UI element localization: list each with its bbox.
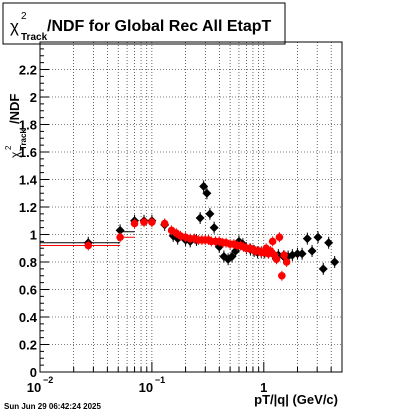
grid-lines: [39, 41, 343, 373]
data-point: [330, 257, 340, 267]
y-tick-label: 1: [30, 228, 37, 243]
x-tick-label: 1: [260, 380, 267, 395]
data-point: [307, 246, 317, 256]
x-tick-label-exponent: −1: [155, 375, 165, 385]
series-black: [83, 180, 340, 275]
data-point: [199, 181, 209, 191]
x-tick-label-base: 1: [260, 380, 267, 395]
data-point: [195, 213, 205, 223]
data-point: [278, 271, 286, 280]
data-point: [130, 219, 139, 228]
x-tick-label: 10 −2: [27, 375, 54, 395]
data-point: [116, 233, 124, 242]
y-tick-label: 1.2: [19, 200, 37, 215]
data-point: [272, 255, 281, 264]
data-point: [275, 233, 284, 242]
data-point: [318, 264, 328, 274]
data-point: [115, 225, 125, 235]
data-point: [280, 251, 288, 259]
y-tick-label: 2: [30, 90, 37, 105]
y-tick-label: 2.2: [19, 63, 37, 78]
y-label-subscript: Track: [19, 129, 28, 150]
y-tick-label: 0.4: [19, 310, 38, 325]
data-point: [227, 252, 237, 261]
title-superscript: 2: [21, 11, 27, 22]
data-point: [209, 223, 219, 233]
y-tick-label: 0.6: [19, 283, 37, 298]
x-axis-label: pT/|q| (GeV/c): [254, 392, 338, 407]
y-tick-label: 1.4: [19, 173, 38, 188]
data-point: [205, 209, 215, 219]
data-point: [302, 234, 312, 244]
x-tick-label-base: 10: [27, 380, 41, 395]
data-point: [148, 218, 156, 226]
x-tick-label: 10 −1: [139, 375, 166, 395]
series-red: [84, 217, 291, 281]
y-tick-label: 1.6: [19, 145, 37, 160]
y-tick-label: 0: [30, 365, 37, 380]
data-point: [202, 188, 212, 198]
y-tick-label: 0.8: [19, 255, 37, 270]
data-point: [268, 237, 277, 246]
y-label-text: /NDF: [7, 94, 22, 124]
data-point: [84, 241, 93, 250]
footer-timestamp: Sun Jun 29 06:42:24 2025: [4, 402, 101, 411]
title-subscript: Track: [21, 32, 48, 43]
title-chi: χ: [10, 17, 19, 36]
data-point: [140, 218, 148, 226]
data-point: [297, 249, 307, 259]
data-point: [282, 258, 291, 266]
y-label-chi: χ: [8, 151, 22, 158]
x-tick-label-exponent: −2: [43, 375, 53, 385]
y-label-superscript: 2: [4, 145, 13, 150]
data-point: [292, 249, 302, 259]
y-axis: 0 0.2 0.4 0.6 0.8 1 1.2 1.4 1.6 1.8 2 2.2: [19, 41, 49, 380]
title-text: /NDF for Global Rec All EtapT: [47, 18, 272, 35]
x-tick-label-base: 10: [139, 380, 153, 395]
data-point: [160, 219, 169, 228]
x-axis: 10 −2 10 −1 1: [27, 362, 343, 395]
data-point: [313, 232, 323, 242]
y-tick-label: 0.2: [19, 338, 37, 353]
title-box: χ 2 Track /NDF for Global Rec All EtapT: [2, 2, 286, 45]
y-tick-label: 1.8: [19, 118, 37, 133]
y-axis-label: χ 2 Track /NDF: [4, 94, 28, 158]
data-point: [324, 238, 334, 248]
